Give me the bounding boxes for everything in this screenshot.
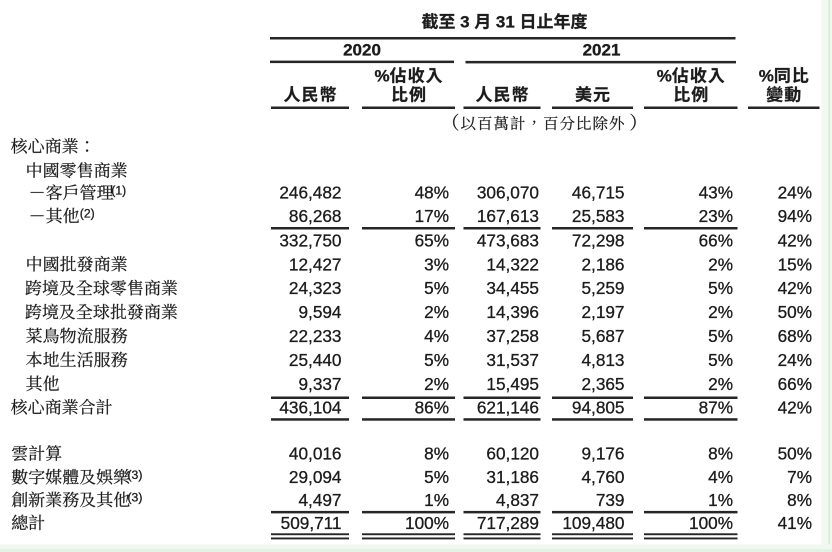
svg-text:(2): (2) xyxy=(80,207,95,221)
svg-text:46,715: 46,715 xyxy=(572,183,625,203)
svg-text:2%: 2% xyxy=(424,302,449,322)
svg-text:100%: 100% xyxy=(689,513,733,533)
svg-text:436,104: 436,104 xyxy=(279,397,342,417)
svg-text:(1): (1) xyxy=(111,183,126,197)
svg-text:2%: 2% xyxy=(708,302,733,322)
svg-text:4%: 4% xyxy=(424,326,449,346)
svg-text:5%: 5% xyxy=(708,278,733,298)
svg-text:22,233: 22,233 xyxy=(289,326,342,346)
svg-text:100%: 100% xyxy=(405,513,449,533)
svg-text:24%: 24% xyxy=(778,183,812,203)
svg-text:8%: 8% xyxy=(708,444,733,464)
svg-text:4,813: 4,813 xyxy=(581,350,624,370)
svg-text:4,497: 4,497 xyxy=(298,490,341,510)
svg-text:5%: 5% xyxy=(708,326,733,346)
svg-text:34,455: 34,455 xyxy=(486,278,539,298)
svg-text:332,750: 332,750 xyxy=(279,231,341,251)
svg-text:12,427: 12,427 xyxy=(289,254,342,274)
svg-text:9,337: 9,337 xyxy=(298,374,341,394)
svg-text:4%: 4% xyxy=(708,467,733,487)
svg-text:24,323: 24,323 xyxy=(289,278,342,298)
svg-text:15,495: 15,495 xyxy=(486,374,539,394)
svg-text:306,070: 306,070 xyxy=(477,183,539,203)
svg-text:2021: 2021 xyxy=(583,41,621,60)
svg-text:40,016: 40,016 xyxy=(289,444,342,464)
svg-text:31,537: 31,537 xyxy=(486,350,539,370)
svg-text:509,711: 509,711 xyxy=(281,513,342,533)
svg-text:86,268: 86,268 xyxy=(289,206,342,226)
svg-text:50%: 50% xyxy=(778,302,812,322)
svg-text:2,365: 2,365 xyxy=(581,374,624,394)
svg-text:717,289: 717,289 xyxy=(477,513,539,533)
svg-text:86%: 86% xyxy=(415,397,449,417)
svg-text:(3): (3) xyxy=(128,491,143,505)
svg-text:2020: 2020 xyxy=(343,41,381,60)
svg-text:%: % xyxy=(759,67,774,86)
svg-text:25,440: 25,440 xyxy=(289,350,342,370)
svg-text:(3): (3) xyxy=(128,468,143,482)
svg-text:24%: 24% xyxy=(778,350,812,370)
svg-text:41%: 41% xyxy=(778,513,812,533)
svg-text:8%: 8% xyxy=(787,490,812,510)
svg-text:246,482: 246,482 xyxy=(279,183,341,203)
svg-text:14,396: 14,396 xyxy=(486,302,539,322)
svg-text:3: 3 xyxy=(460,13,469,32)
svg-text:43%: 43% xyxy=(699,183,733,203)
svg-text:2,197: 2,197 xyxy=(581,302,624,322)
svg-text:109,480: 109,480 xyxy=(562,513,624,533)
svg-text:94,805: 94,805 xyxy=(572,397,625,417)
svg-text:4,837: 4,837 xyxy=(496,490,539,510)
svg-text:23%: 23% xyxy=(699,206,733,226)
svg-text:48%: 48% xyxy=(415,183,449,203)
svg-text:5%: 5% xyxy=(708,350,733,370)
svg-text:739: 739 xyxy=(596,490,625,510)
svg-text:15%: 15% xyxy=(778,254,812,274)
svg-text:31: 31 xyxy=(496,13,515,32)
svg-text:66%: 66% xyxy=(778,374,812,394)
svg-text:9,594: 9,594 xyxy=(298,302,341,322)
svg-text:1%: 1% xyxy=(424,490,449,510)
svg-text:473,683: 473,683 xyxy=(477,231,539,251)
svg-text:42%: 42% xyxy=(778,231,812,251)
svg-text:2%: 2% xyxy=(424,374,449,394)
svg-text:1%: 1% xyxy=(708,490,733,510)
svg-text:2%: 2% xyxy=(708,374,733,394)
svg-text:4,760: 4,760 xyxy=(581,467,624,487)
svg-text:31,186: 31,186 xyxy=(486,467,539,487)
svg-text:68%: 68% xyxy=(778,326,812,346)
svg-text:%: % xyxy=(657,67,672,86)
svg-text:7%: 7% xyxy=(787,467,812,487)
svg-text:14,322: 14,322 xyxy=(486,254,539,274)
svg-text:3%: 3% xyxy=(424,254,449,274)
svg-text:25,583: 25,583 xyxy=(572,206,625,226)
svg-text:17%: 17% xyxy=(415,206,449,226)
svg-text:5%: 5% xyxy=(424,350,449,370)
svg-text:5,687: 5,687 xyxy=(581,326,624,346)
svg-text:621,146: 621,146 xyxy=(477,397,539,417)
svg-text:37,258: 37,258 xyxy=(486,326,539,346)
svg-text:5%: 5% xyxy=(424,467,449,487)
svg-text:42%: 42% xyxy=(778,278,812,298)
svg-text:9,176: 9,176 xyxy=(581,444,624,464)
svg-text:5%: 5% xyxy=(424,278,449,298)
svg-text:94%: 94% xyxy=(778,206,812,226)
svg-text:29,094: 29,094 xyxy=(289,467,342,487)
svg-text:%: % xyxy=(374,67,389,86)
svg-text:167,613: 167,613 xyxy=(477,206,539,226)
svg-text:50%: 50% xyxy=(778,444,812,464)
svg-text:2,186: 2,186 xyxy=(581,254,624,274)
svg-text:2%: 2% xyxy=(708,254,733,274)
svg-text:5,259: 5,259 xyxy=(581,278,624,298)
svg-text:72,298: 72,298 xyxy=(572,231,625,251)
svg-text:66%: 66% xyxy=(699,231,733,251)
svg-text:87%: 87% xyxy=(699,397,733,417)
svg-text:8%: 8% xyxy=(424,444,449,464)
svg-text:42%: 42% xyxy=(778,397,812,417)
svg-text:60,120: 60,120 xyxy=(486,444,539,464)
svg-text:65%: 65% xyxy=(415,231,449,251)
